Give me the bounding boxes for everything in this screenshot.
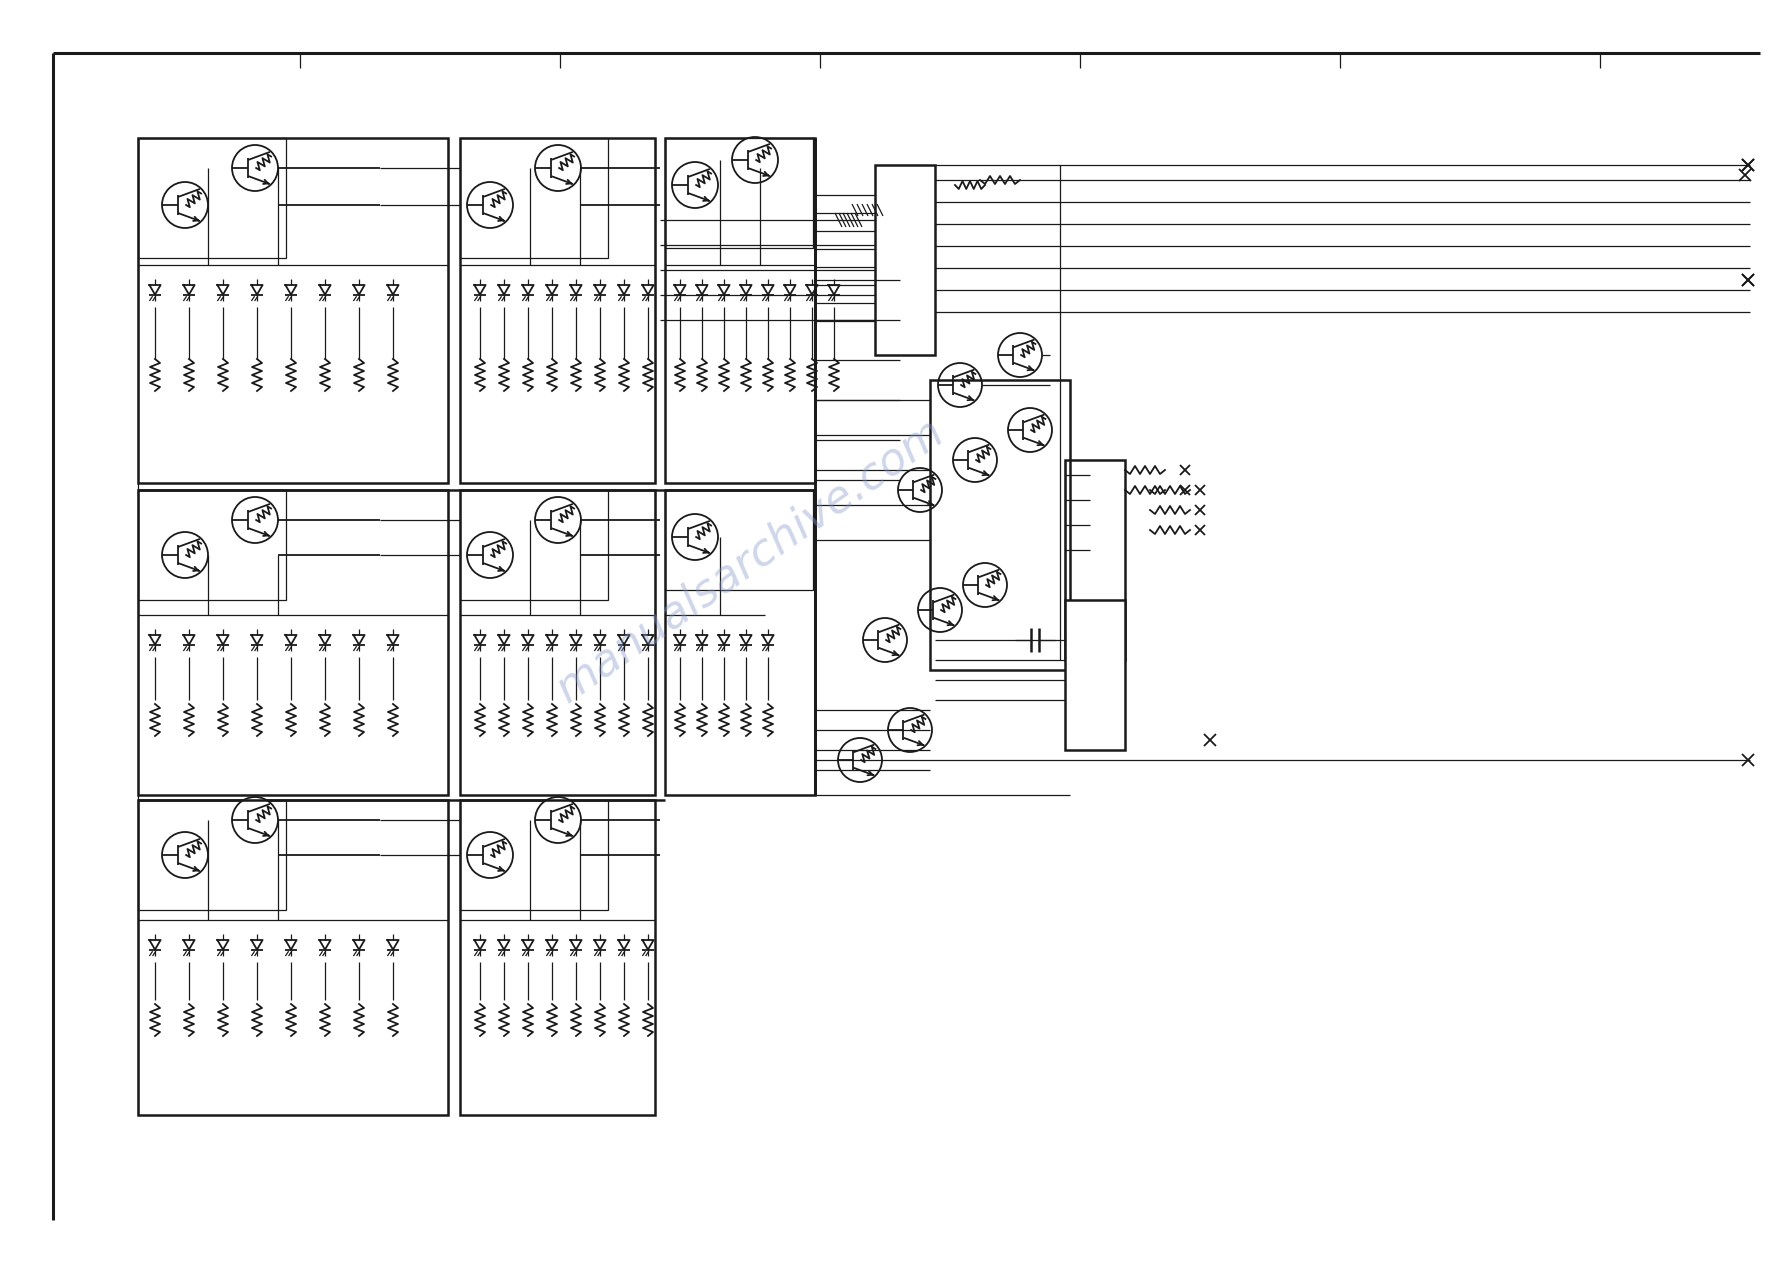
Bar bbox=[461, 799, 607, 911]
Circle shape bbox=[536, 797, 580, 842]
Bar bbox=[664, 490, 813, 590]
Circle shape bbox=[672, 514, 718, 560]
Bar bbox=[664, 490, 814, 794]
Bar bbox=[138, 490, 286, 600]
Circle shape bbox=[888, 709, 932, 751]
Bar bbox=[461, 138, 607, 258]
Circle shape bbox=[232, 797, 279, 842]
Circle shape bbox=[918, 589, 963, 632]
Circle shape bbox=[938, 362, 982, 407]
Bar bbox=[138, 490, 448, 794]
Circle shape bbox=[732, 136, 779, 183]
Circle shape bbox=[466, 832, 513, 878]
Bar bbox=[138, 138, 286, 258]
Circle shape bbox=[466, 182, 513, 229]
Circle shape bbox=[898, 469, 941, 512]
Bar bbox=[1064, 460, 1125, 661]
Circle shape bbox=[954, 438, 997, 482]
Circle shape bbox=[163, 532, 207, 578]
Circle shape bbox=[863, 618, 907, 662]
Circle shape bbox=[838, 738, 882, 782]
Circle shape bbox=[672, 162, 718, 208]
Bar bbox=[138, 138, 448, 482]
Bar bbox=[461, 490, 607, 600]
Circle shape bbox=[163, 182, 207, 229]
Bar bbox=[664, 138, 813, 248]
Circle shape bbox=[998, 333, 1041, 376]
Circle shape bbox=[963, 563, 1007, 608]
Bar bbox=[138, 799, 448, 1115]
Bar bbox=[875, 165, 936, 355]
Circle shape bbox=[1007, 408, 1052, 452]
Bar bbox=[461, 799, 655, 1115]
Bar bbox=[461, 138, 655, 482]
Bar bbox=[138, 799, 286, 911]
Circle shape bbox=[232, 498, 279, 543]
Text: manualsarchive.com: manualsarchive.com bbox=[548, 409, 952, 711]
Circle shape bbox=[536, 145, 580, 191]
Circle shape bbox=[163, 832, 207, 878]
Bar bbox=[461, 490, 655, 794]
Bar bbox=[931, 380, 1070, 669]
Bar bbox=[1064, 600, 1125, 750]
Bar bbox=[664, 138, 814, 482]
Circle shape bbox=[232, 145, 279, 191]
Circle shape bbox=[536, 498, 580, 543]
Circle shape bbox=[466, 532, 513, 578]
